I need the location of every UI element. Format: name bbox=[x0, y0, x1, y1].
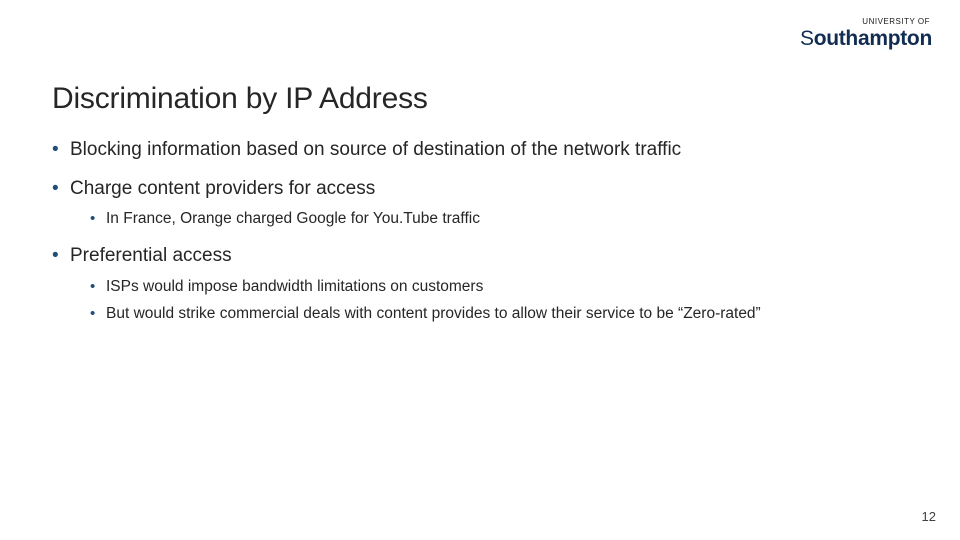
logo-wordmark: Southampton bbox=[800, 28, 932, 49]
list-item: Charge content providers for access In F… bbox=[52, 177, 908, 231]
list-item-text: Blocking information based on source of … bbox=[70, 139, 681, 160]
slide-body: Discrimination by IP Address Blocking in… bbox=[52, 82, 908, 339]
list-item: Blocking information based on source of … bbox=[52, 138, 908, 163]
sub-list-item: ISPs would impose bandwidth limitations … bbox=[90, 277, 908, 298]
list-item-text: Preferential access bbox=[70, 245, 232, 266]
page-number: 12 bbox=[922, 509, 936, 524]
sub-bullet-list: ISPs would impose bandwidth limitations … bbox=[70, 277, 908, 325]
logo-overline: UNIVERSITY OF bbox=[800, 18, 930, 26]
sub-bullet-list: In France, Orange charged Google for You… bbox=[70, 209, 908, 230]
list-item-text: Charge content providers for access bbox=[70, 178, 375, 199]
sub-list-item-text: But would strike commercial deals with c… bbox=[106, 305, 761, 322]
bullet-list: Blocking information based on source of … bbox=[52, 138, 908, 325]
sub-list-item-text: In France, Orange charged Google for You… bbox=[106, 210, 480, 227]
university-logo: UNIVERSITY OF Southampton bbox=[800, 18, 932, 49]
logo-word-light: S bbox=[800, 27, 814, 50]
list-item: Preferential access ISPs would impose ba… bbox=[52, 244, 908, 325]
slide-title: Discrimination by IP Address bbox=[52, 82, 908, 116]
logo-word-bold: outhampton bbox=[814, 27, 932, 50]
sub-list-item: In France, Orange charged Google for You… bbox=[90, 209, 908, 230]
sub-list-item: But would strike commercial deals with c… bbox=[90, 304, 908, 325]
sub-list-item-text: ISPs would impose bandwidth limitations … bbox=[106, 278, 483, 295]
